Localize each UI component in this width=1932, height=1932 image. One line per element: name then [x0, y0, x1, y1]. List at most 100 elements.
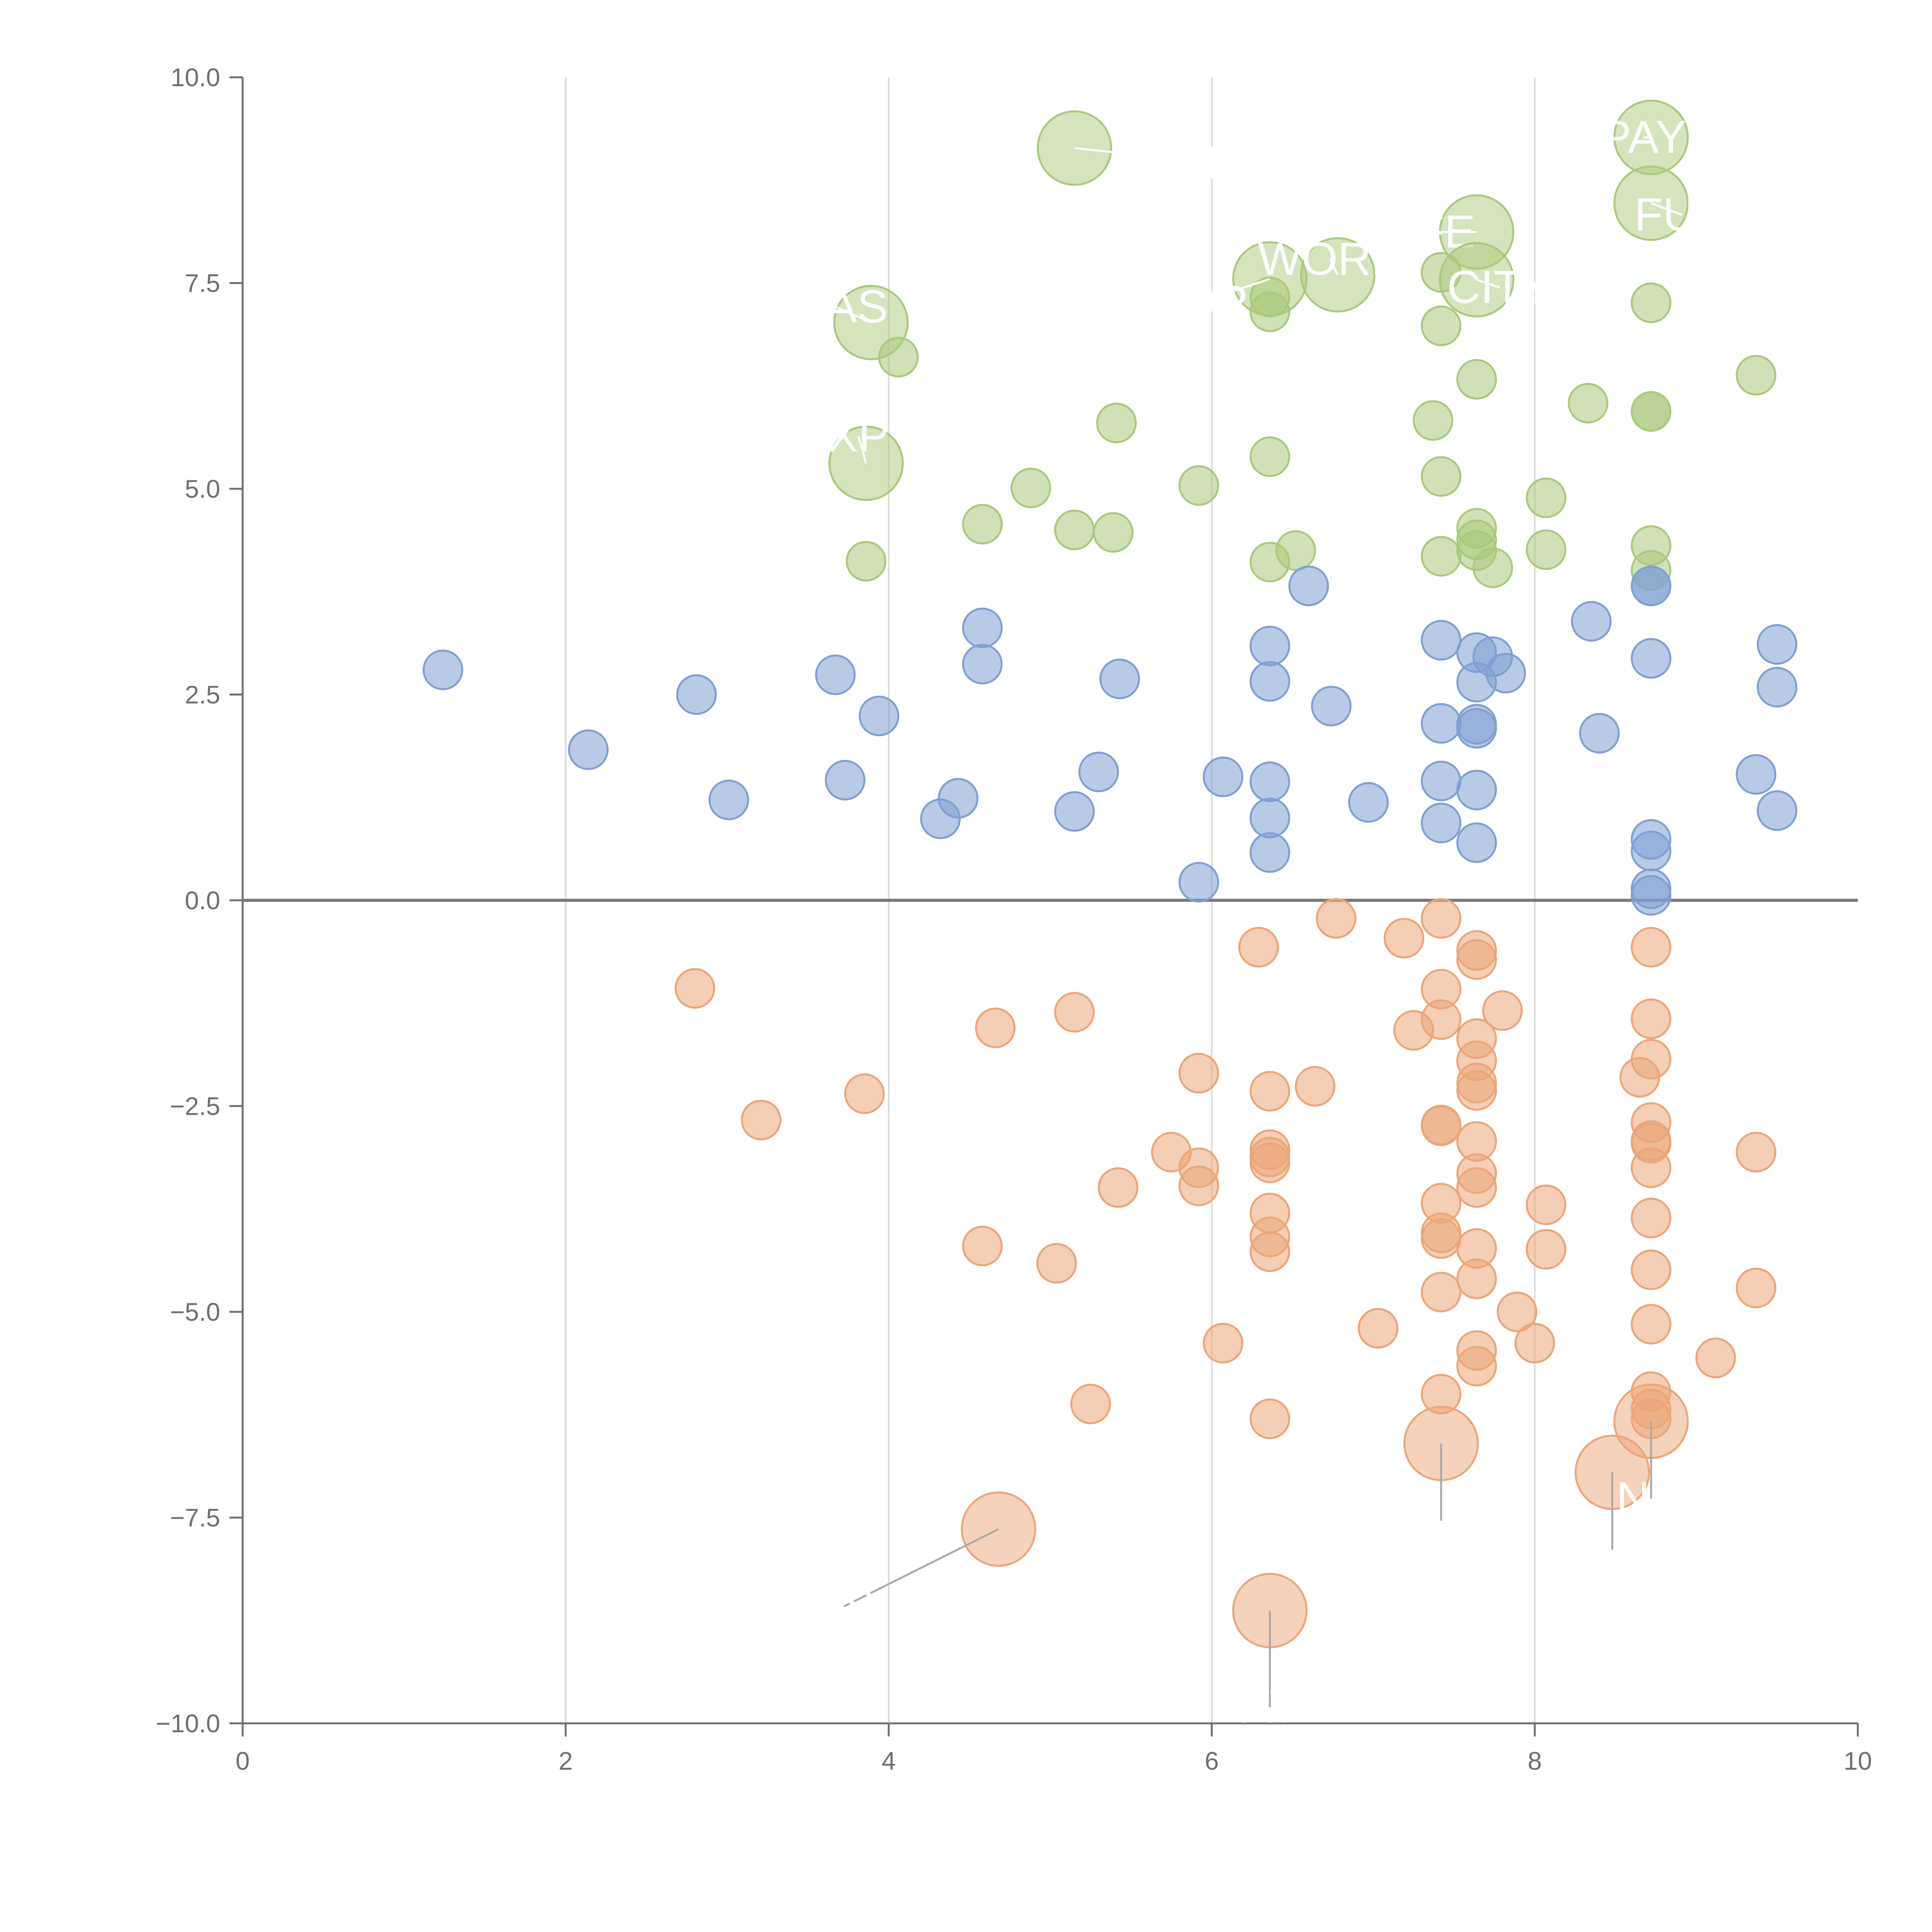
- leader-line: [836, 306, 872, 324]
- data-point-positive-high: [1631, 391, 1672, 432]
- data-point-positive-high: [1249, 436, 1290, 477]
- data-point-positive-low: [1631, 565, 1672, 606]
- data-point-negative: [1514, 1323, 1555, 1364]
- x-tick-label: 6: [1205, 1747, 1219, 1775]
- data-point-positive-low: [1078, 752, 1119, 793]
- data-point-positive-high: [1568, 383, 1609, 423]
- data-point-positive-low: [1348, 782, 1389, 823]
- data-point-negative: [1421, 1272, 1462, 1313]
- data-point-positive-low: [815, 654, 856, 695]
- data-point-positive-low: [825, 760, 866, 801]
- leader-line: [844, 1528, 999, 1607]
- point-label: FUN: [1634, 189, 1730, 240]
- data-point-positive-high: [1010, 468, 1051, 509]
- data-point-positive-low: [1421, 703, 1462, 744]
- point-label: AT: [1242, 1681, 1298, 1733]
- data-point-negative: [1316, 898, 1357, 939]
- x-tick-label: 10: [1844, 1747, 1872, 1775]
- leader-line: [1200, 278, 1270, 303]
- data-point-positive-high: [1631, 525, 1672, 566]
- data-point-negative: [1631, 1249, 1672, 1290]
- data-point-negative: [962, 1226, 1003, 1267]
- data-point-positive-low: [1421, 803, 1462, 844]
- y-tick-label: 10.0: [171, 63, 220, 92]
- data-point-positive-low: [1757, 667, 1798, 707]
- y-tick-label: 5.0: [185, 474, 220, 503]
- point-label: DEV: [1173, 137, 1269, 189]
- data-point-negative: [1736, 1132, 1777, 1173]
- x-tick-label: 8: [1528, 1747, 1542, 1775]
- point-label: NO: [1616, 1472, 1686, 1524]
- data-point-positive-high: [962, 504, 1003, 545]
- leader-line: [1074, 147, 1221, 165]
- data-point-positive-low: [962, 644, 1003, 685]
- data-point-positive-high: [1526, 529, 1566, 570]
- data-point-positive-low: [1456, 704, 1497, 745]
- data-point-positive-high: [1736, 355, 1777, 396]
- data-point-positive-low: [1421, 620, 1462, 661]
- data-point-positive-low: [1288, 565, 1329, 606]
- data-point-positive-high: [1054, 510, 1095, 550]
- data-point-negative: [1456, 1259, 1497, 1299]
- data-point-positive-high: [1096, 403, 1137, 444]
- data-point-positive-low: [422, 650, 463, 690]
- data-point-positive-low: [1579, 713, 1620, 754]
- data-point-negative: [1179, 1053, 1219, 1094]
- data-point-positive-high: [1421, 456, 1462, 497]
- data-point-negative: [674, 968, 715, 1009]
- data-point-negative: [1249, 1071, 1290, 1112]
- data-point-positive-low: [1249, 661, 1290, 702]
- data-point-negative: [1179, 1165, 1219, 1206]
- data-point-negative: [741, 1100, 782, 1141]
- data-point-positive-low: [1757, 790, 1798, 831]
- data-point-positive-low: [1485, 653, 1526, 694]
- data-point-negative: [1249, 1398, 1290, 1439]
- leader-line: [1329, 259, 1339, 276]
- data-point-negative: [1631, 1304, 1672, 1345]
- data-point-positive-high: [1421, 305, 1462, 346]
- point-label: SE: [1410, 1495, 1472, 1546]
- data-point-positive-low: [1571, 601, 1612, 642]
- data-point-positive-low: [1099, 658, 1140, 699]
- data-point-negative: [1421, 999, 1462, 1040]
- y-tick-label: −5.0: [170, 1298, 220, 1326]
- data-point-negative: [1238, 927, 1279, 968]
- data-point-positive-low: [708, 779, 749, 820]
- data-point-negative: [1631, 998, 1672, 1039]
- data-point-negative: [1456, 1167, 1497, 1208]
- data-point-positive-low: [1757, 624, 1798, 665]
- y-tick-label: 7.5: [185, 269, 220, 298]
- point-label: KS: [813, 1580, 875, 1632]
- data-point-positive-low: [1311, 685, 1352, 726]
- data-point-positive-low: [568, 729, 609, 770]
- data-point-negative: [1695, 1337, 1736, 1378]
- data-point-positive-low: [1249, 798, 1290, 838]
- data-point-negative: [1421, 1218, 1462, 1259]
- point-label: WAS: [784, 281, 888, 333]
- leader-line: [857, 436, 867, 464]
- data-point-positive-high: [1421, 536, 1462, 577]
- point-label: WORK: [1258, 233, 1402, 285]
- data-point-negative: [1631, 1039, 1672, 1080]
- data-point-positive-low: [962, 607, 1003, 648]
- point-label: CITY: [1447, 261, 1553, 313]
- data-point-negative: [844, 1073, 885, 1114]
- data-point-negative: [1482, 990, 1523, 1031]
- data-point-positive-high: [1631, 282, 1672, 323]
- data-point-positive-low: [1631, 638, 1672, 679]
- data-point-negative: [975, 1007, 1016, 1048]
- data-point-negative: [1736, 1267, 1777, 1308]
- data-point-positive-high: [1179, 465, 1219, 506]
- data-point-positive-high: [1275, 530, 1316, 571]
- data-point-negative: [1202, 1323, 1243, 1364]
- y-tick-label: −7.5: [170, 1503, 220, 1532]
- data-point-positive-low: [676, 674, 717, 715]
- x-tick-label: 0: [236, 1747, 250, 1775]
- data-point-positive-high: [1413, 400, 1454, 441]
- data-point-negative: [1249, 1142, 1290, 1183]
- data-point-negative: [1456, 1346, 1497, 1387]
- data-point-positive-low: [1249, 626, 1290, 667]
- point-label: XP: [827, 410, 889, 462]
- data-point-positive-low: [1736, 754, 1777, 795]
- data-point-negative: [1526, 1184, 1566, 1225]
